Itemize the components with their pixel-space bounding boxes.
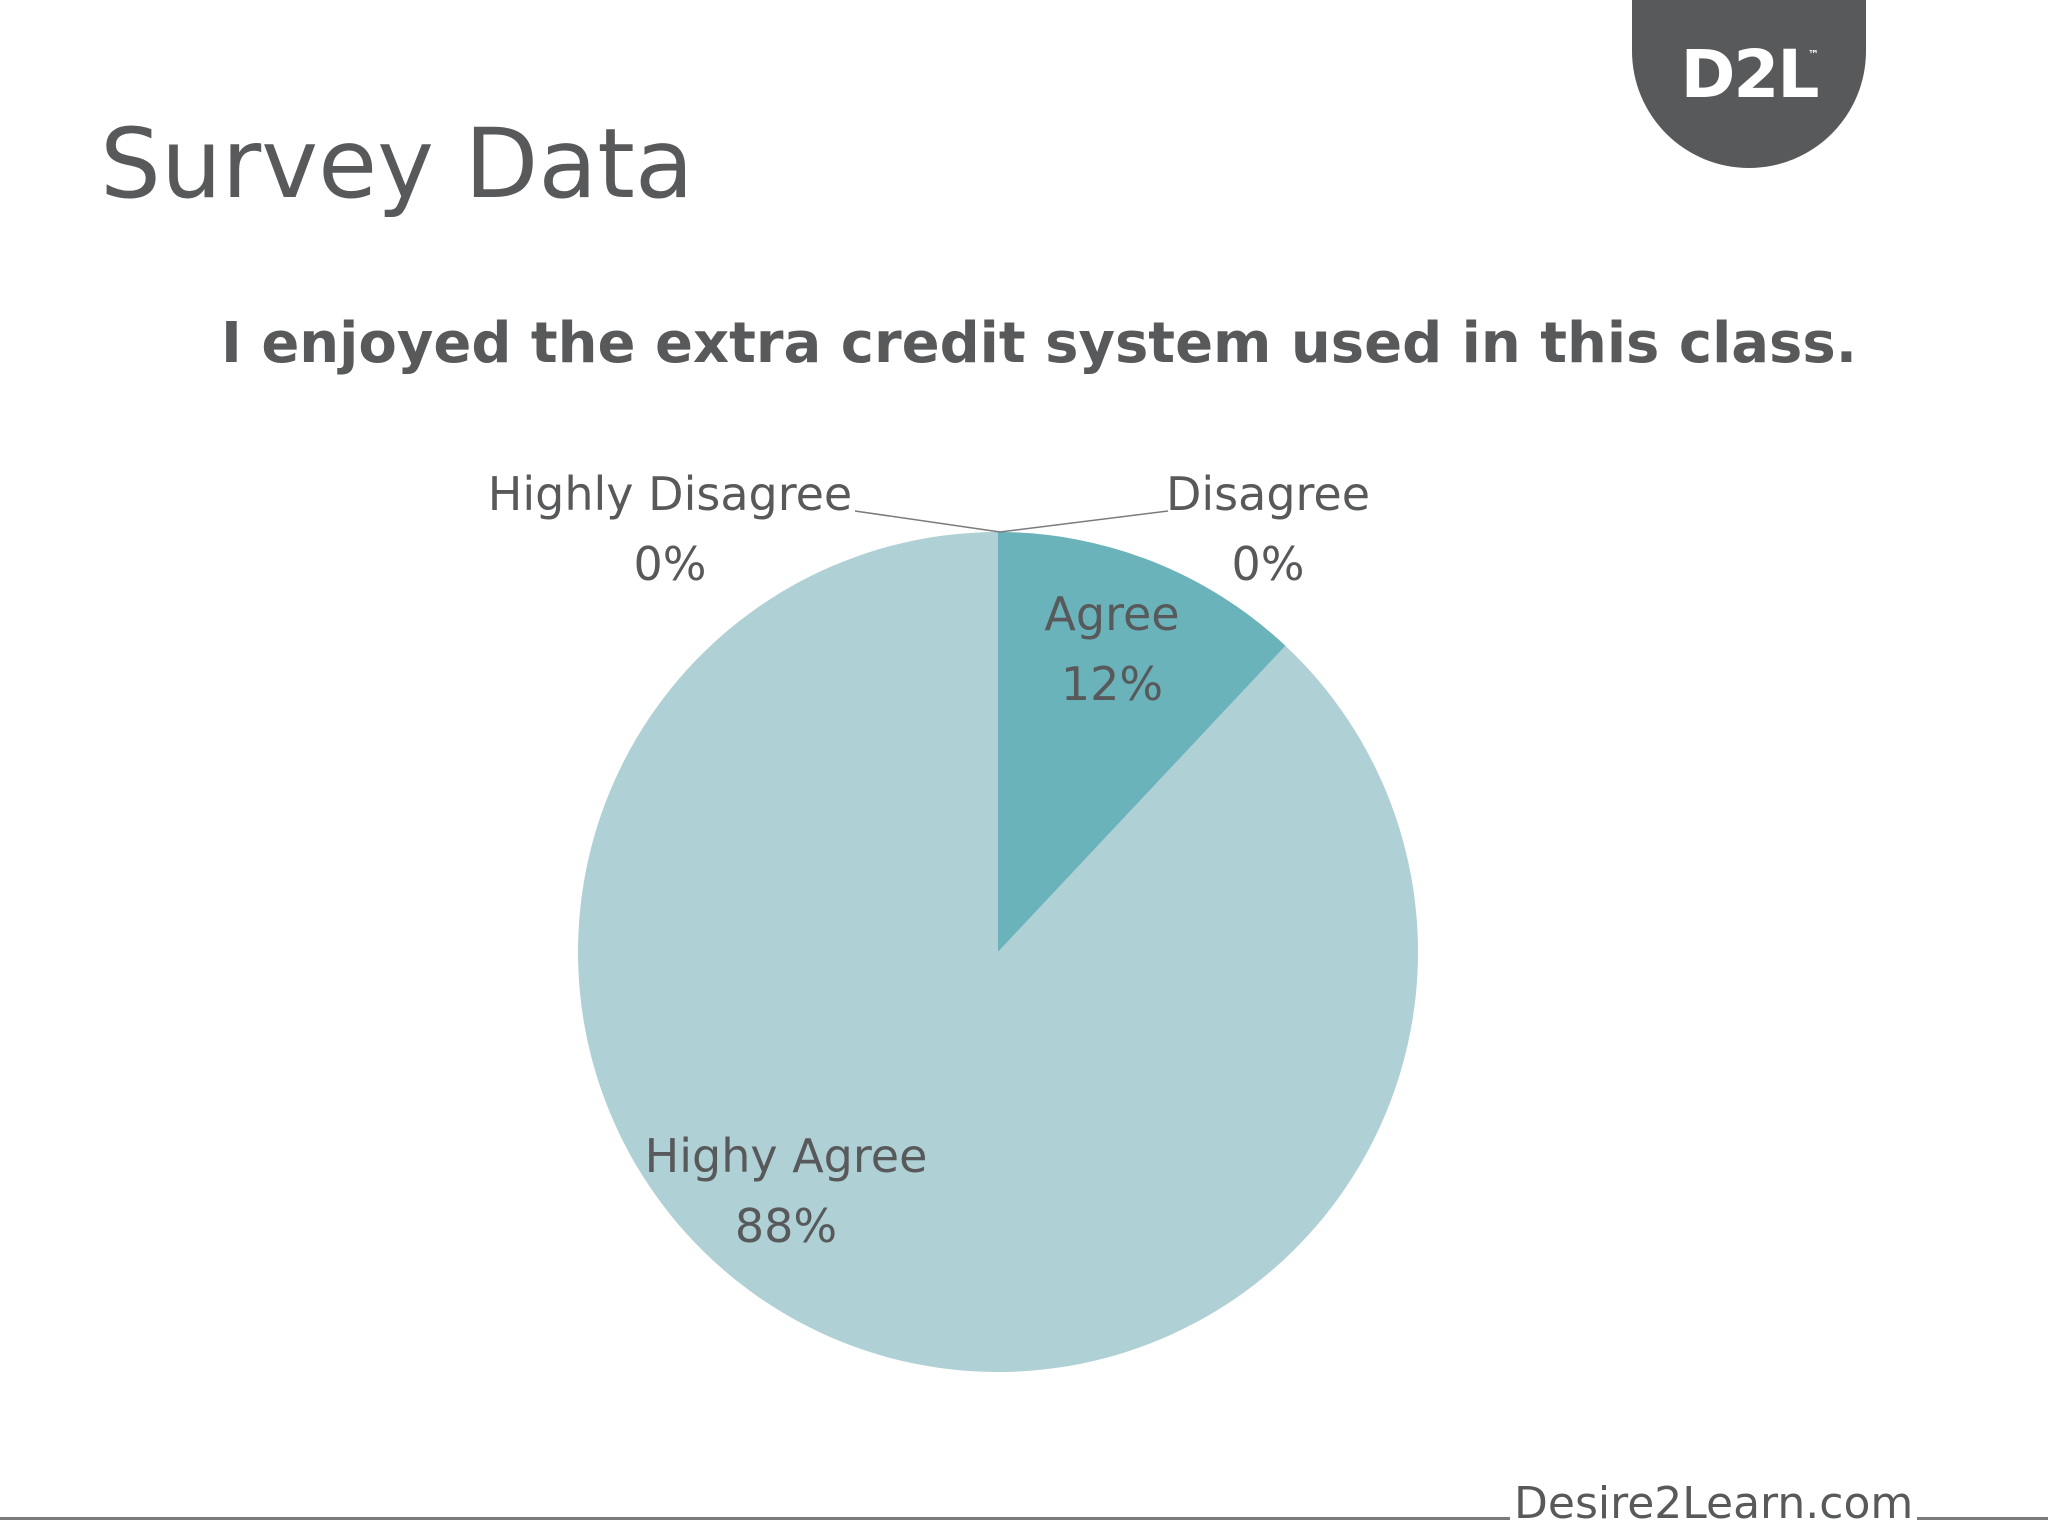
data-label-value-disagree: 0% <box>1232 537 1305 591</box>
logo-trademark: ™ <box>1808 48 1819 61</box>
data-label-label-disagree: Disagree <box>1166 467 1370 521</box>
data-label-label-highy-agree: Highy Agree <box>645 1129 928 1183</box>
footer-brand: Desire2Learn.com <box>1510 1478 1918 1531</box>
data-label-label-agree: Agree <box>1044 587 1179 641</box>
leader-line-highly-disagree <box>854 510 1001 533</box>
leader-line-disagree <box>999 510 1169 533</box>
pie-slice-highy-agree <box>577 532 1418 1373</box>
footer-rule <box>0 1517 2048 1520</box>
logo-text: D2L <box>1680 36 1820 113</box>
data-label-value-agree: 12% <box>1061 657 1163 711</box>
data-label-value-highy-agree: 88% <box>735 1199 837 1253</box>
data-label-value-highly-disagree: 0% <box>634 537 707 591</box>
pie-slice-agree <box>998 532 1286 952</box>
data-label-label-highly-disagree: Highly Disagree <box>488 467 852 521</box>
slide-title: Survey Data <box>100 108 694 220</box>
chart-title: I enjoyed the extra credit system used i… <box>220 311 1857 376</box>
